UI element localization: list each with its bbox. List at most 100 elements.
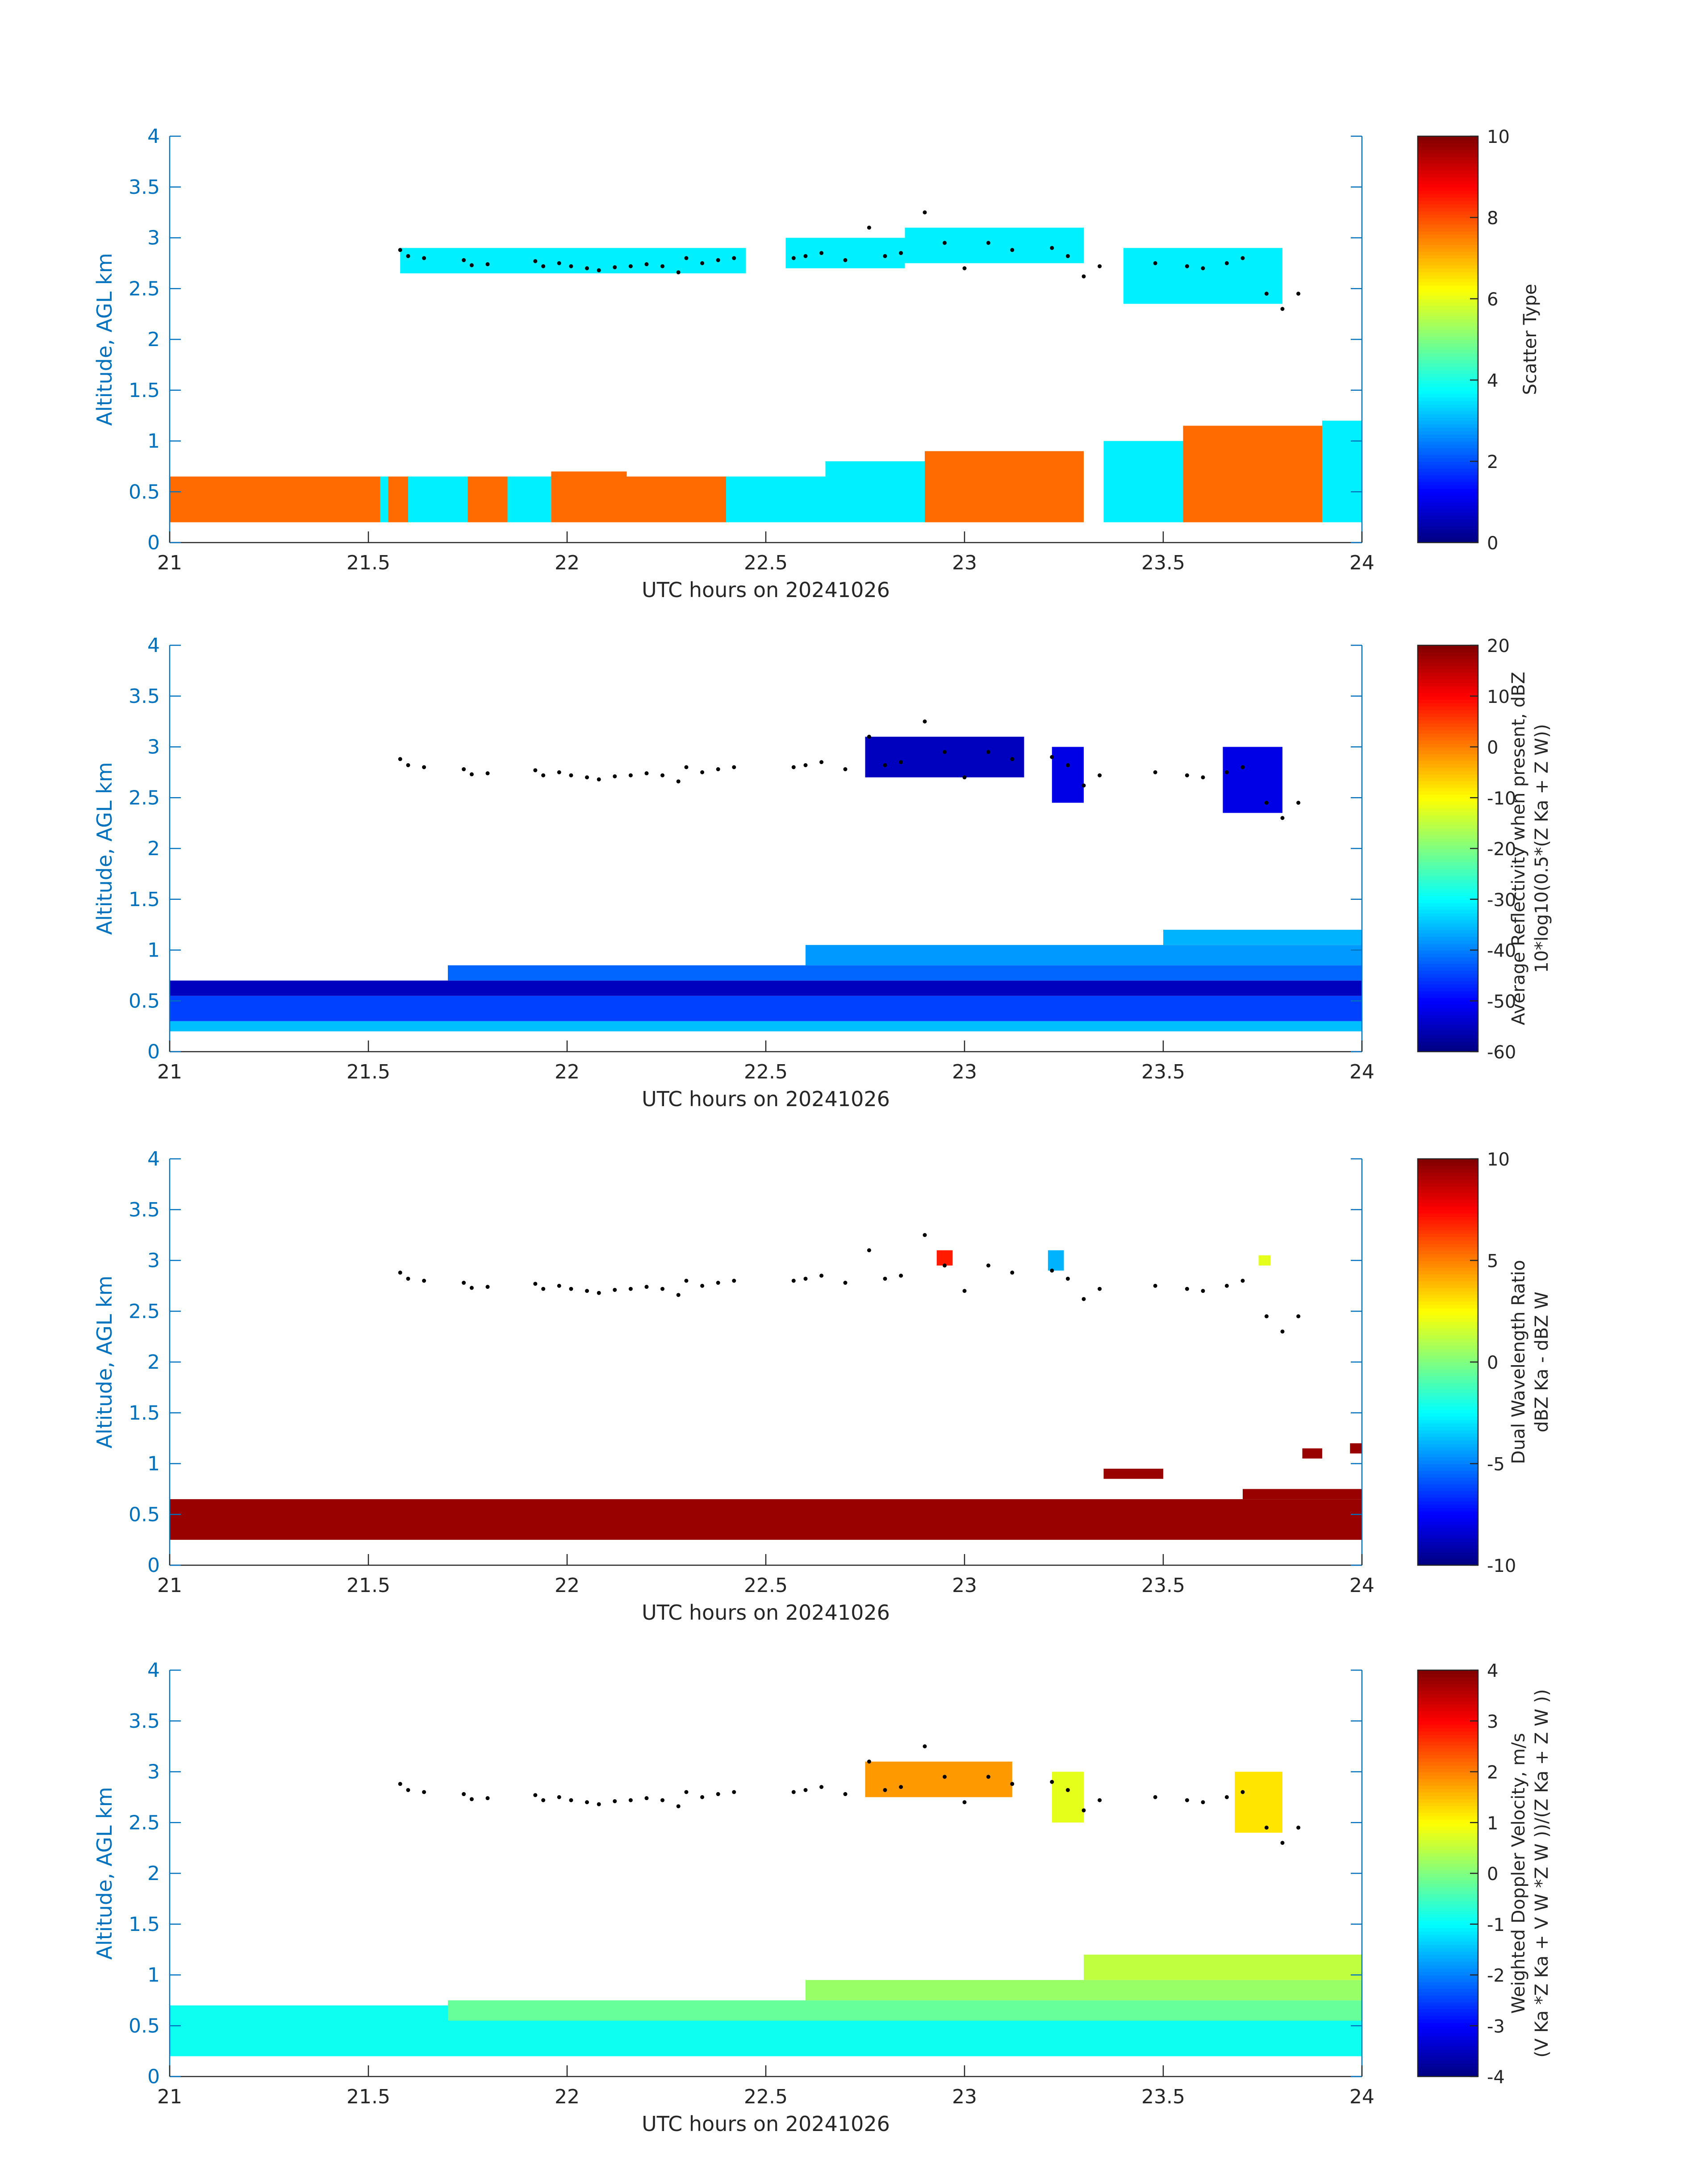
- colorbar-gradient-slice: [1418, 984, 1478, 988]
- cloud-base-point: [883, 1276, 887, 1281]
- colorbar-gradient-slice: [1418, 702, 1478, 707]
- colorbar-gradient-slice: [1418, 919, 1478, 923]
- colorbar-gradient-slice: [1418, 502, 1478, 506]
- colorbar-gradient-slice: [1418, 1707, 1478, 1711]
- heatmap-cell: [388, 476, 408, 522]
- colorbar-gradient-slice: [1418, 1035, 1478, 1039]
- colorbar-gradient-slice: [1418, 784, 1478, 788]
- colorbar-gradient-slice: [1418, 1955, 1478, 1959]
- y-axis-label: Altitude, AGL km: [92, 1787, 117, 1960]
- colorbar-gradient-slice: [1418, 1396, 1478, 1400]
- colorbar-gradient-slice: [1418, 424, 1478, 428]
- colorbar-gradient-slice: [1418, 1758, 1478, 1762]
- heatmap-cell: [400, 248, 746, 274]
- colorbar-gradient-slice: [1418, 1287, 1478, 1291]
- cloud-base-point: [469, 263, 474, 267]
- colorbar-gradient-slice: [1418, 268, 1478, 272]
- cloud-base-point: [569, 1287, 573, 1291]
- heatmap-cell: [1243, 1489, 1362, 1500]
- y-tick-label: 4: [147, 1148, 160, 1170]
- colorbar-gradient-slice: [1418, 1196, 1478, 1200]
- colorbar-gradient-slice: [1418, 1504, 1478, 1508]
- cloud-base-point: [485, 1285, 490, 1289]
- colorbar-gradient-slice: [1418, 1199, 1478, 1203]
- colorbar-gradient-slice: [1418, 1734, 1478, 1738]
- cloud-base-point: [398, 248, 402, 252]
- colorbar-gradient-slice: [1418, 1213, 1478, 1217]
- colorbar-tick-label: 0: [1487, 738, 1498, 758]
- colorbar-label: Dual Wavelength Ratio: [1508, 1260, 1529, 1464]
- colorbar-gradient-slice: [1418, 1392, 1478, 1396]
- colorbar-gradient-slice: [1418, 1335, 1478, 1339]
- colorbar-gradient-slice: [1418, 1677, 1478, 1681]
- colorbar-gradient-slice: [1418, 1045, 1478, 1049]
- cloud-base-point: [1050, 246, 1054, 250]
- colorbar-gradient-slice: [1418, 882, 1478, 886]
- colorbar-gradient-slice: [1418, 397, 1478, 401]
- colorbar-gradient-slice: [1418, 767, 1478, 771]
- colorbar-gradient-slice: [1418, 461, 1478, 465]
- colorbar-gradient-slice: [1418, 143, 1478, 147]
- colorbar-gradient-slice: [1418, 2043, 1478, 2047]
- cloud-base-point: [557, 1283, 561, 1288]
- colorbar-gradient-slice: [1418, 515, 1478, 519]
- colorbar-gradient-slice: [1418, 1799, 1478, 1803]
- heatmap-cell: [1103, 441, 1183, 522]
- cloud-base-point: [1201, 1800, 1205, 1805]
- cloud-base-point: [1280, 816, 1285, 820]
- colorbar-gradient-slice: [1418, 1724, 1478, 1728]
- colorbar-gradient-slice: [1418, 1981, 1478, 1986]
- cloud-base-point: [422, 1790, 426, 1794]
- y-tick-label: 1: [147, 430, 160, 453]
- heatmap-cell: [1302, 1448, 1322, 1459]
- heatmap-cell: [726, 476, 826, 522]
- colorbar-label: Weighted Doppler Velocity, m/s: [1508, 1733, 1529, 2014]
- colorbar-gradient-slice: [1418, 248, 1478, 252]
- colorbar-gradient-slice: [1418, 1690, 1478, 1695]
- colorbar-gradient-slice: [1418, 1270, 1478, 1274]
- colorbar-gradient-slice: [1418, 1562, 1478, 1566]
- colorbar-label: dBZ Ka - dBZ W: [1532, 1291, 1552, 1432]
- colorbar-gradient-slice: [1418, 740, 1478, 744]
- colorbar-gradient-slice: [1418, 1409, 1478, 1413]
- colorbar-gradient-slice: [1418, 288, 1478, 292]
- cloud-base-point: [883, 254, 887, 258]
- colorbar-gradient-slice: [1418, 1220, 1478, 1224]
- heatmap-cell: [806, 1980, 1362, 2001]
- cloud-base-point: [462, 767, 466, 772]
- cloud-base-point: [1098, 773, 1102, 777]
- colorbar-gradient-slice: [1418, 1978, 1478, 1982]
- colorbar-gradient-slice: [1418, 730, 1478, 734]
- colorbar-gradient-slice: [1418, 733, 1478, 737]
- cloud-base-point: [1010, 1782, 1015, 1786]
- colorbar-tick-label: 6: [1487, 289, 1498, 310]
- cloud-base-point: [1280, 307, 1285, 311]
- colorbar-gradient-slice: [1418, 791, 1478, 795]
- x-tick-label: 21.5: [347, 1574, 390, 1597]
- colorbar-gradient-slice: [1418, 160, 1478, 164]
- colorbar-gradient-slice: [1418, 679, 1478, 683]
- colorbar-gradient-slice: [1418, 838, 1478, 842]
- colorbar-gradient-slice: [1418, 153, 1478, 157]
- cloud-base-point: [1224, 1283, 1229, 1288]
- colorbar-gradient-slice: [1418, 305, 1478, 309]
- colorbar-gradient-slice: [1418, 1934, 1478, 1939]
- cloud-base-point: [899, 1785, 903, 1789]
- cloud-base-point: [541, 773, 546, 777]
- colorbar-gradient-slice: [1418, 869, 1478, 873]
- cloud-base-point: [533, 259, 538, 263]
- cloud-base-point: [1264, 801, 1269, 805]
- colorbar-gradient-slice: [1418, 747, 1478, 751]
- colorbar-gradient-slice: [1418, 1971, 1478, 1976]
- cloud-base-point: [1082, 1808, 1086, 1813]
- cloud-base-point: [613, 265, 617, 269]
- colorbar-gradient-slice: [1418, 1941, 1478, 1945]
- x-tick-label: 22: [555, 1574, 580, 1597]
- colorbar-gradient-slice: [1418, 505, 1478, 510]
- colorbar-gradient-slice: [1418, 1785, 1478, 1789]
- colorbar-gradient-slice: [1418, 488, 1478, 493]
- colorbar-gradient-slice: [1418, 1240, 1478, 1244]
- colorbar-gradient-slice: [1418, 167, 1478, 171]
- colorbar-gradient-slice: [1418, 1853, 1478, 1857]
- colorbar-gradient-slice: [1418, 2039, 1478, 2043]
